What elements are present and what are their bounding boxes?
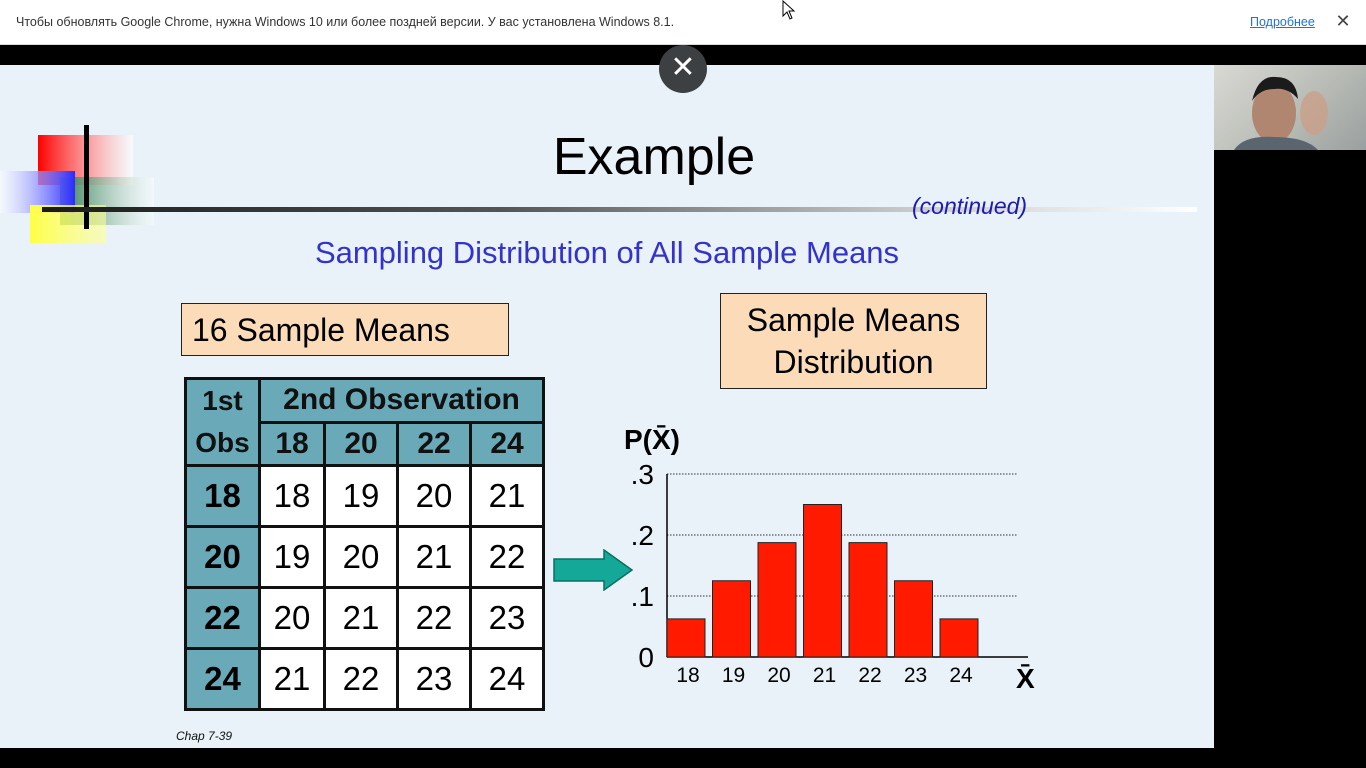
table-cell: 21	[469, 464, 545, 528]
slide: Example (continued) Sampling Distributio…	[0, 65, 1214, 748]
x-tick-label: 19	[722, 664, 745, 687]
column-header: 22	[396, 420, 472, 467]
x-tick-label: 23	[904, 664, 927, 687]
table-row: 24 21 22 23 24	[184, 647, 545, 711]
column-header: 18	[258, 420, 326, 467]
x-tick-label: 24	[949, 664, 973, 687]
presenter-silhouette	[1234, 76, 1328, 150]
x-tick-label: 21	[813, 664, 836, 687]
continued-label: (continued)	[912, 193, 1028, 219]
slide-subtitle: Sampling Distribution of All Sample Mean…	[314, 235, 900, 270]
learn-more-link[interactable]: Подробнее	[1250, 15, 1315, 29]
corner-header-line2: Obs	[195, 427, 250, 458]
infobar-close-icon[interactable]: ✕	[1335, 11, 1351, 31]
y-axis-label: P(X̄)	[624, 424, 680, 455]
table-cell: 20	[258, 586, 326, 650]
chrome-update-infobar: Чтобы обновлять Google Chrome, нужна Win…	[0, 0, 1366, 45]
distribution-label-box: Sample Means Distribution	[720, 293, 987, 389]
table-cell: 20	[323, 525, 399, 589]
row-header: 22	[184, 586, 261, 650]
mouse-cursor-icon	[782, 0, 796, 20]
column-header: 20	[323, 420, 399, 467]
table-cell: 19	[258, 525, 326, 589]
table-cell: 24	[469, 647, 545, 711]
corner-header-line1: 1st	[202, 385, 243, 416]
table-cell: 21	[258, 647, 326, 711]
distribution-label-line1: Sample Means	[746, 302, 961, 338]
distribution-label-line2: Distribution	[773, 344, 934, 380]
table-cell: 23	[396, 647, 472, 711]
table-cell: 19	[323, 464, 399, 528]
table-row: 22 20 21 22 23	[184, 586, 545, 650]
sample-means-label-box: 16 Sample Means	[181, 303, 509, 356]
table-cell: 22	[396, 586, 472, 650]
presenter-webcam-video[interactable]	[1214, 65, 1366, 150]
group-header: 2nd Observation	[258, 377, 545, 424]
bar	[894, 580, 933, 658]
row-header: 20	[184, 525, 261, 589]
bar	[712, 580, 751, 658]
title-divider	[42, 207, 1197, 212]
bar	[803, 504, 842, 658]
infobar-message: Чтобы обновлять Google Chrome, нужна Win…	[16, 15, 675, 29]
table-row: 20 19 20 21 22	[184, 525, 545, 589]
y-tick-label: 0	[638, 642, 654, 673]
x-tick-label: 22	[858, 664, 881, 687]
row-header: 24	[184, 647, 261, 711]
table-cell: 22	[323, 647, 399, 711]
y-tick-label: .3	[631, 459, 654, 490]
table-cell: 20	[396, 464, 472, 528]
bar	[757, 542, 797, 658]
corner-header: 1st Obs	[184, 377, 261, 467]
x-tick-label: 20	[767, 664, 790, 687]
sample-means-table: 1st Obs 2nd Observation 18 20 22 24 18 1…	[184, 377, 545, 711]
slide-footer: Chap 7-39	[176, 729, 233, 743]
row-header: 18	[184, 464, 261, 528]
table-cell: 22	[469, 525, 545, 589]
x-axis-label: X̄	[1016, 663, 1035, 694]
table-cell: 23	[469, 586, 545, 650]
right-arrow-icon	[553, 549, 634, 591]
table-cell: 21	[323, 586, 399, 650]
sample-means-distribution-chart: 0 .1 .2 .3 18 19 20 21 22 23 24 P(X̄) X̄	[624, 424, 1035, 694]
bar	[939, 618, 979, 658]
table-row: 18 18 19 20 21	[184, 464, 545, 528]
overlay-close-icon[interactable]: ✕	[659, 45, 707, 93]
x-tick-label: 18	[676, 664, 699, 687]
slide-title: Example	[552, 128, 756, 186]
table-cell: 18	[258, 464, 326, 528]
bar	[666, 618, 706, 658]
y-tick-label: .2	[631, 520, 654, 551]
bar	[848, 542, 888, 658]
y-tick-label: .1	[631, 581, 654, 612]
table-cell: 21	[396, 525, 472, 589]
column-header: 24	[469, 420, 545, 467]
